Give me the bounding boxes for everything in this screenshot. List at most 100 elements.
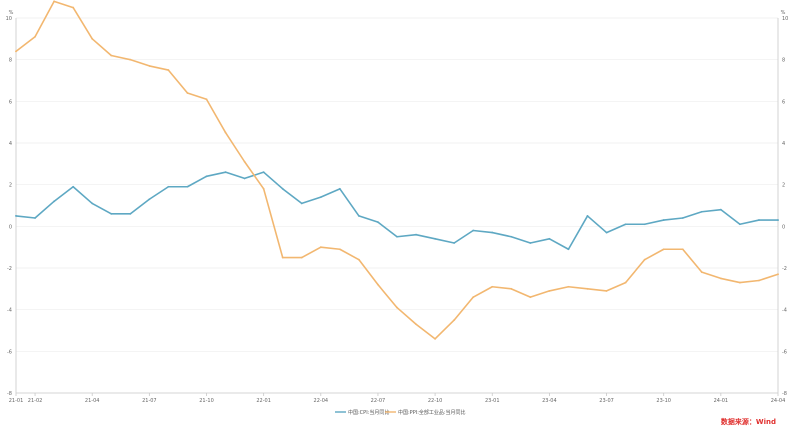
cpi-data-point [15,215,17,217]
cpi-data-point [662,219,665,221]
cpi-data-point [529,242,532,244]
cpi-data-point [719,208,722,211]
x-tick-label: 22-10 [428,398,443,404]
y-tick-label-left: -4 [7,308,12,314]
cpi-data-point [739,223,741,226]
cpi-data-point [72,185,75,188]
y-tick-label-right: -8 [782,391,787,397]
y-tick-label-left: 2 [9,183,12,189]
x-tick-label: 24-04 [771,398,786,404]
ppi-data-point [586,287,589,290]
ppi-data-point [510,287,513,290]
ppi-series-line [15,0,779,340]
cpi-data-point [624,223,627,226]
legend-label-cpi: 中国:CPI:当月同比 [348,409,389,416]
ppi-data-point [719,277,722,280]
x-tick-label: 21-01 [9,398,24,404]
cpi-data-point [643,223,646,226]
y-tick-label-right: 2 [782,183,785,189]
x-tick-label: 24-01 [714,398,729,404]
ppi-data-point [453,319,456,321]
cpi-data-point [358,215,360,217]
source-note: 数据来源：Wind [721,417,776,426]
ppi-data-point [529,296,532,299]
cpi-data-point [377,221,379,224]
ppi-data-point [434,337,436,340]
legend: 中国:CPI:当月同比 中国:PPI:全部工业品:当月同比 [335,409,466,416]
ppi-data-point [224,131,227,134]
cpi-data-point [186,185,189,188]
cpi-data-point [281,187,284,190]
ppi-data-point [338,248,341,251]
axes: % % -8 -8 -6 -6 -4 -4 -2 -2 0 0 2 2 4 4 6 6 8 8 10 10 21-01 2… [6,10,789,404]
ppi-data-point [281,256,284,259]
ppi-data-point [548,290,551,292]
series [15,0,779,340]
cpi-data-point [472,229,475,232]
x-tick-label: 22-04 [314,398,329,404]
cpi-series-line [15,171,779,251]
cpi-data-point [262,171,265,174]
y-tick-label-left: -8 [7,391,12,397]
ppi-data-point [777,273,779,276]
x-tick-label: 22-01 [256,398,271,404]
x-tick-label: 21-02 [28,398,43,404]
cpi-data-point [567,248,570,251]
x-tick-label: 23-07 [599,398,614,404]
ppi-data-point [491,285,494,288]
ppi-data-point [319,246,322,249]
ppi-data-point [148,65,151,67]
cpi-data-point [129,212,132,215]
y-tick-label-right: -4 [782,308,787,314]
ppi-data-point [472,296,475,299]
ppi-data-point [167,69,170,71]
ppi-data-point [758,279,760,282]
ppi-data-point [567,285,570,288]
y-tick-label-left: 0 [9,224,12,230]
cpi-data-point [148,198,151,201]
x-tick-label: 23-10 [656,398,671,404]
cpi-data-point [434,237,436,240]
cpi-data-point [300,202,303,205]
y-tick-label-left: 4 [9,141,12,147]
cpi-data-point [34,217,36,219]
cpi-data-point [110,212,113,215]
cpi-data-point [243,177,246,180]
ppi-data-point [415,323,417,326]
ppi-data-point [15,50,17,53]
ppi-data-point [129,58,132,61]
right-axis-unit: % [781,10,786,16]
ppi-data-point [624,281,627,284]
ppi-data-point [377,283,379,286]
cpi-data-point [205,175,208,178]
ppi-data-point [243,160,246,163]
x-tick-label: 22-07 [371,398,386,404]
gridlines [16,17,778,352]
ppi-data-point [681,248,684,251]
cpi-data-point [777,219,779,221]
ppi-data-point [396,306,398,309]
cpi-data-point [681,217,684,219]
cpi-data-point [605,231,608,234]
ppi-data-point [358,258,360,261]
y-tick-label-left: 10 [6,16,12,22]
y-tick-label-right: 8 [782,58,785,64]
legend-label-ppi: 中国:PPI:全部工业品:当月同比 [398,409,466,416]
x-tick-label: 21-07 [142,398,157,404]
y-tick-label-left: 8 [9,58,12,64]
y-tick-label-right: 10 [782,16,788,22]
ppi-data-point [110,54,113,57]
left-axis-unit: % [9,10,14,16]
x-tick-label: 21-10 [199,398,214,404]
ppi-data-point [91,37,94,40]
cpi-data-point [53,200,55,203]
y-tick-label-right: 6 [782,99,785,105]
ppi-data-point [205,98,208,101]
ppi-data-point [72,6,75,9]
ppi-data-point [34,35,36,38]
cpi-data-point [167,185,170,188]
cpi-data-point [510,235,513,238]
ppi-data-point [605,290,608,292]
